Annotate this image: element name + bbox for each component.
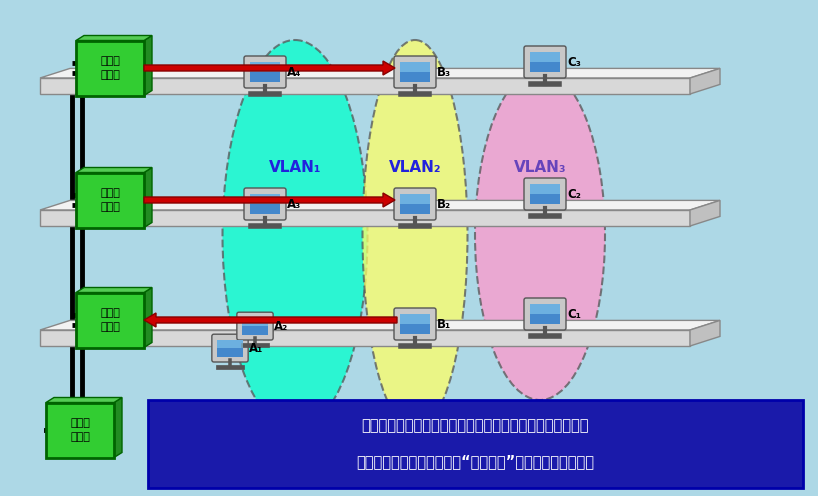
Text: 以太网
交换机: 以太网 交换机 <box>100 188 120 212</box>
FancyBboxPatch shape <box>530 52 560 62</box>
FancyBboxPatch shape <box>400 314 430 334</box>
Ellipse shape <box>362 40 468 430</box>
FancyBboxPatch shape <box>530 52 560 72</box>
FancyBboxPatch shape <box>76 173 144 228</box>
FancyBboxPatch shape <box>244 188 286 220</box>
Polygon shape <box>144 36 152 96</box>
Polygon shape <box>144 168 152 228</box>
Text: A₄: A₄ <box>287 65 301 78</box>
Polygon shape <box>46 397 122 402</box>
FancyBboxPatch shape <box>242 317 267 335</box>
Polygon shape <box>690 68 720 94</box>
FancyBboxPatch shape <box>394 56 436 88</box>
Text: VLAN₁: VLAN₁ <box>269 161 321 176</box>
FancyBboxPatch shape <box>400 194 430 214</box>
FancyBboxPatch shape <box>250 62 280 72</box>
Text: B₁: B₁ <box>437 317 451 330</box>
Text: C₁: C₁ <box>567 308 581 320</box>
FancyBboxPatch shape <box>76 293 144 348</box>
Text: VLAN₂: VLAN₂ <box>389 161 441 176</box>
FancyBboxPatch shape <box>400 62 430 82</box>
FancyBboxPatch shape <box>530 184 560 194</box>
Polygon shape <box>114 397 122 457</box>
FancyBboxPatch shape <box>524 46 566 78</box>
Ellipse shape <box>475 70 605 400</box>
FancyBboxPatch shape <box>212 334 248 362</box>
Text: 因传播过多的广播信息（即“广播风暴”）而引起性能恶化。: 因传播过多的广播信息（即“广播风暴”）而引起性能恶化。 <box>357 454 595 470</box>
FancyBboxPatch shape <box>76 41 144 96</box>
FancyBboxPatch shape <box>218 340 243 357</box>
Polygon shape <box>40 68 720 78</box>
FancyBboxPatch shape <box>394 308 436 340</box>
Polygon shape <box>40 78 690 94</box>
Text: C₃: C₃ <box>567 56 581 68</box>
FancyBboxPatch shape <box>250 194 280 204</box>
FancyBboxPatch shape <box>242 317 267 326</box>
FancyArrow shape <box>144 61 395 75</box>
FancyBboxPatch shape <box>218 340 243 348</box>
FancyBboxPatch shape <box>530 304 560 314</box>
Polygon shape <box>40 330 690 346</box>
Text: B₃: B₃ <box>437 65 451 78</box>
FancyBboxPatch shape <box>524 298 566 330</box>
FancyBboxPatch shape <box>237 312 273 340</box>
Text: A₃: A₃ <box>287 197 301 210</box>
Text: A₁: A₁ <box>249 342 263 355</box>
Text: 以太网
交换机: 以太网 交换机 <box>70 418 90 442</box>
Polygon shape <box>40 320 720 330</box>
Ellipse shape <box>222 40 367 430</box>
FancyBboxPatch shape <box>250 194 280 214</box>
Text: A₂: A₂ <box>274 319 289 333</box>
FancyBboxPatch shape <box>400 314 430 324</box>
FancyArrow shape <box>144 313 397 327</box>
FancyBboxPatch shape <box>530 184 560 204</box>
FancyBboxPatch shape <box>400 194 430 204</box>
FancyBboxPatch shape <box>148 400 803 488</box>
Text: 以太网
交换机: 以太网 交换机 <box>100 308 120 332</box>
FancyBboxPatch shape <box>400 62 430 72</box>
Text: C₂: C₂ <box>567 187 581 200</box>
FancyArrow shape <box>144 193 395 207</box>
Polygon shape <box>690 200 720 226</box>
Text: 虚拟局域网限制了接收广播信息的工作站数，使得网络不会: 虚拟局域网限制了接收广播信息的工作站数，使得网络不会 <box>362 419 589 434</box>
Polygon shape <box>76 168 152 173</box>
FancyBboxPatch shape <box>244 56 286 88</box>
Polygon shape <box>76 36 152 41</box>
FancyBboxPatch shape <box>250 62 280 82</box>
FancyBboxPatch shape <box>524 178 566 210</box>
Text: VLAN₃: VLAN₃ <box>514 161 566 176</box>
Text: B₂: B₂ <box>437 197 451 210</box>
Polygon shape <box>144 288 152 348</box>
Polygon shape <box>40 210 690 226</box>
Polygon shape <box>40 200 720 210</box>
FancyBboxPatch shape <box>46 402 114 457</box>
FancyBboxPatch shape <box>530 304 560 324</box>
FancyBboxPatch shape <box>394 188 436 220</box>
Polygon shape <box>690 320 720 346</box>
Text: 以太网
交换机: 以太网 交换机 <box>100 56 120 80</box>
Polygon shape <box>76 288 152 293</box>
